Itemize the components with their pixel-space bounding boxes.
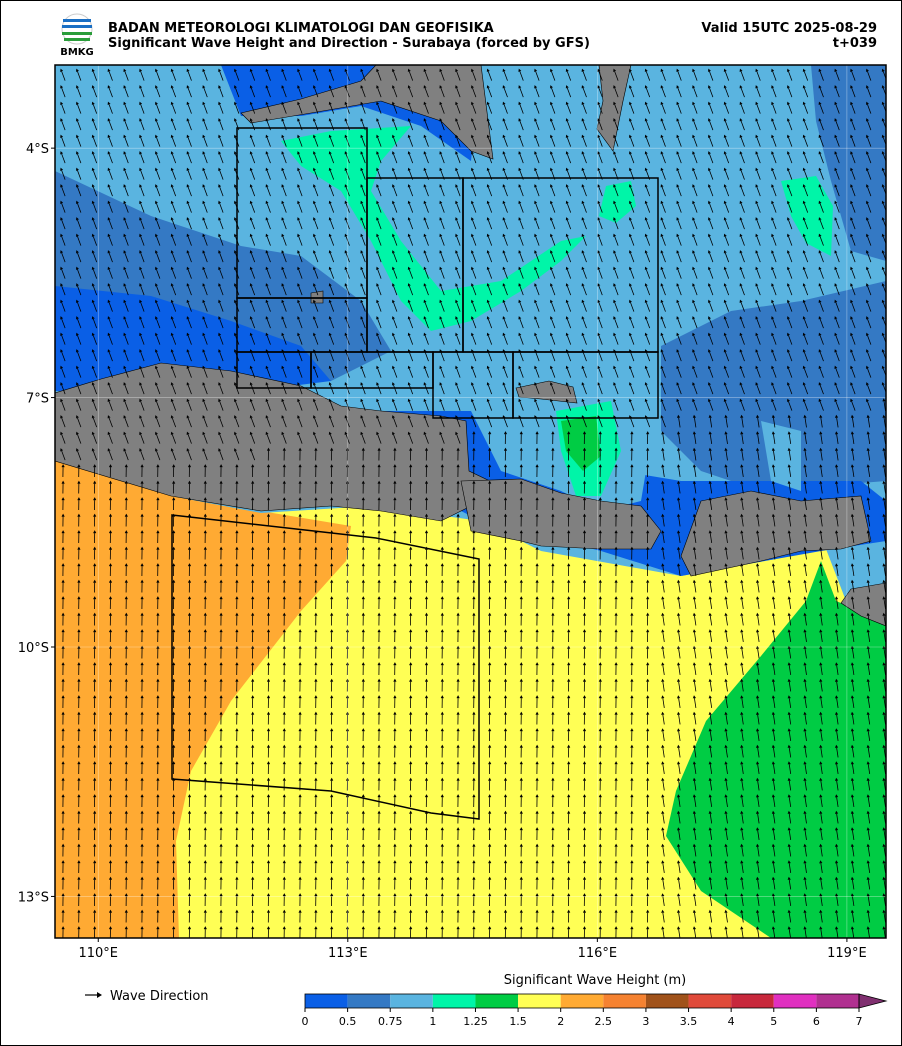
colorbar-segment (560, 994, 604, 1008)
lon-tick-label: 113°E (328, 946, 368, 961)
sumba (840, 582, 886, 627)
land (55, 65, 886, 627)
colorbar-segment (731, 994, 774, 1008)
legend-label: Wave Direction (110, 989, 209, 1004)
sea-green-patch (281, 126, 586, 331)
colorbar-tick-label: 0.75 (378, 1015, 403, 1028)
colorbar-tick-label: 2.5 (595, 1015, 613, 1028)
colorbar: Significant Wave Height (m) 0 0.5 0.75 1 1.2… (302, 973, 888, 1028)
sea-orange (55, 456, 351, 938)
colorbar-segment (475, 994, 519, 1008)
colorbar-segment (688, 994, 732, 1008)
colorbar-frame (304, 993, 860, 1009)
colorbar-segment (645, 994, 689, 1008)
colorbar-label: Significant Wave Height (m) (504, 973, 686, 988)
lat-tick-label: 7°S (26, 392, 49, 407)
bali-lombok (460, 478, 662, 550)
sea-green-patch (561, 416, 601, 471)
colorbar-tick-label: 5 (770, 1015, 777, 1028)
colorbar-segment (518, 994, 561, 1008)
colorbar-segment (347, 994, 391, 1008)
sea-green-patch (599, 181, 636, 223)
borneo (240, 65, 494, 160)
axis-ticks: 110°E 113°E 116°E 119°E 4°S 7°S 10°S 13°S (18, 142, 867, 961)
lat-tick-label: 13°S (18, 890, 49, 905)
lead-time: t+039 (833, 36, 877, 51)
graticule (55, 65, 886, 938)
colorbar-extension (858, 993, 888, 1009)
sea-midblue (661, 281, 886, 491)
colorbar-segment (816, 994, 859, 1008)
colorbar-segment (773, 994, 817, 1008)
zone (512, 351, 659, 419)
colorbar-tick-label: 0 (302, 1015, 309, 1028)
colorbar-tick-label: 3 (642, 1015, 649, 1028)
colorbar-tick-label: 1.5 (509, 1015, 527, 1028)
legend: Wave Direction (85, 989, 209, 1004)
sea-green (666, 561, 886, 938)
colorbar-tick-label: 7 (856, 1015, 863, 1028)
zones (171, 127, 659, 820)
colorbar-segment (390, 994, 433, 1008)
colorbar-tick-label: 1 (429, 1015, 436, 1028)
colorbar-tick-label: 0.5 (339, 1015, 357, 1028)
sea-lightblue (761, 421, 801, 491)
colorbar-tick-label: 6 (813, 1015, 820, 1028)
colorbar-tick-label: 4 (728, 1015, 735, 1028)
zone (171, 514, 480, 820)
logo-text: BMKG (60, 47, 94, 58)
sea-midblue (811, 65, 886, 261)
lon-tick-label: 110°E (78, 946, 118, 961)
java (55, 362, 512, 522)
colorbar-segment (305, 994, 348, 1008)
sea-blue (55, 286, 331, 391)
title: Significant Wave Height and Direction - … (108, 36, 590, 51)
legend-arrow-head (97, 992, 102, 998)
colorbar-tick-label: 2 (557, 1015, 564, 1028)
island (310, 290, 324, 304)
map (55, 65, 886, 938)
logo: BMKG (60, 13, 94, 58)
valid-time: Valid 15UTC 2025-08-29 (701, 21, 877, 36)
colorbar-segment (432, 994, 476, 1008)
map-frame (54, 64, 887, 939)
colorbar-tick-label: 1.25 (463, 1015, 488, 1028)
wave-arrows (60, 68, 886, 938)
sumbawa (680, 490, 872, 577)
lon-tick-label: 116°E (578, 946, 618, 961)
lat-tick-label: 4°S (26, 142, 49, 157)
agency: BADAN METEOROLOGI KLIMATOLOGI DAN GEOFIS… (108, 21, 494, 36)
colorbar-tick-label: 3.5 (680, 1015, 698, 1028)
lat-tick-label: 10°S (18, 641, 49, 656)
sulawesi (596, 65, 632, 152)
lon-tick-label: 119°E (827, 946, 867, 961)
colorbar-segment (603, 994, 646, 1008)
